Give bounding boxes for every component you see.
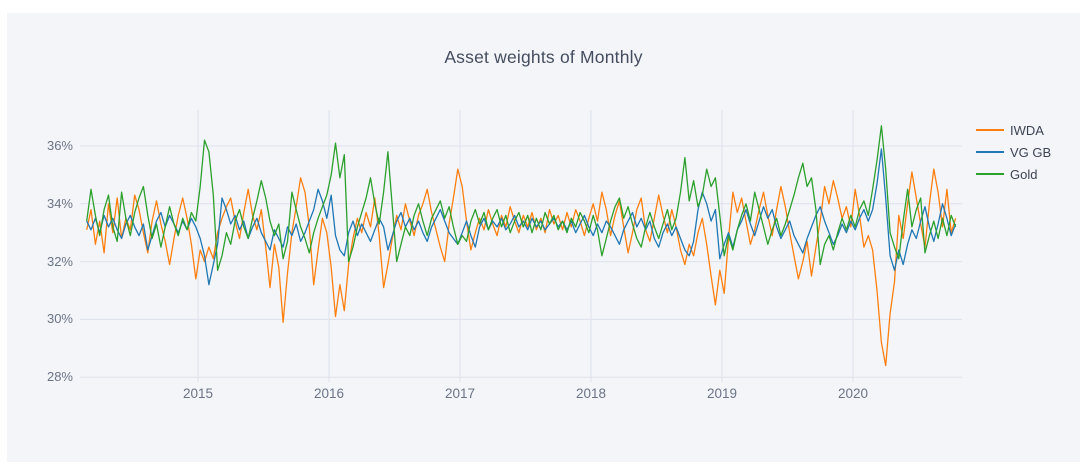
chart-card: Asset weights of Monthly 36% 34% 32% 30% 28%… (7, 13, 1080, 462)
legend-label-iwda: IWDA (1010, 122, 1044, 138)
plot-area[interactable] (7, 13, 1080, 462)
x-tick-label: 2017 (444, 386, 476, 401)
legend-label-vg-gb: VG GB (1010, 144, 1052, 160)
x-tick-label: 2020 (837, 386, 869, 401)
series-line-vg-gb[interactable] (86, 148, 957, 286)
legend-swatch-gold (976, 173, 1004, 175)
legend-label-gold: Gold (1010, 166, 1038, 182)
legend-item-iwda[interactable]: IWDA (976, 119, 1051, 141)
legend-item-gold[interactable]: Gold (976, 163, 1051, 185)
legend: IWDA VG GB Gold (976, 119, 1051, 185)
y-tick-label: 32% (46, 253, 73, 269)
y-tick-label: 36% (46, 138, 73, 153)
x-tick-label: 2016 (313, 386, 345, 401)
legend-swatch-vg-gb (976, 151, 1004, 153)
legend-item-vg-gb[interactable]: VG GB (976, 141, 1051, 163)
y-tick-label: 34% (46, 195, 73, 211)
x-tick-label: 2018 (575, 386, 607, 401)
x-tick-label: 2019 (706, 386, 738, 401)
legend-swatch-iwda (976, 129, 1004, 131)
y-tick-label: 30% (46, 311, 73, 327)
y-tick-label: 28% (46, 369, 73, 385)
x-tick-label: 2015 (182, 386, 214, 401)
series-line-gold[interactable] (86, 125, 957, 271)
chart-title: Asset weights of Monthly (444, 47, 643, 67)
